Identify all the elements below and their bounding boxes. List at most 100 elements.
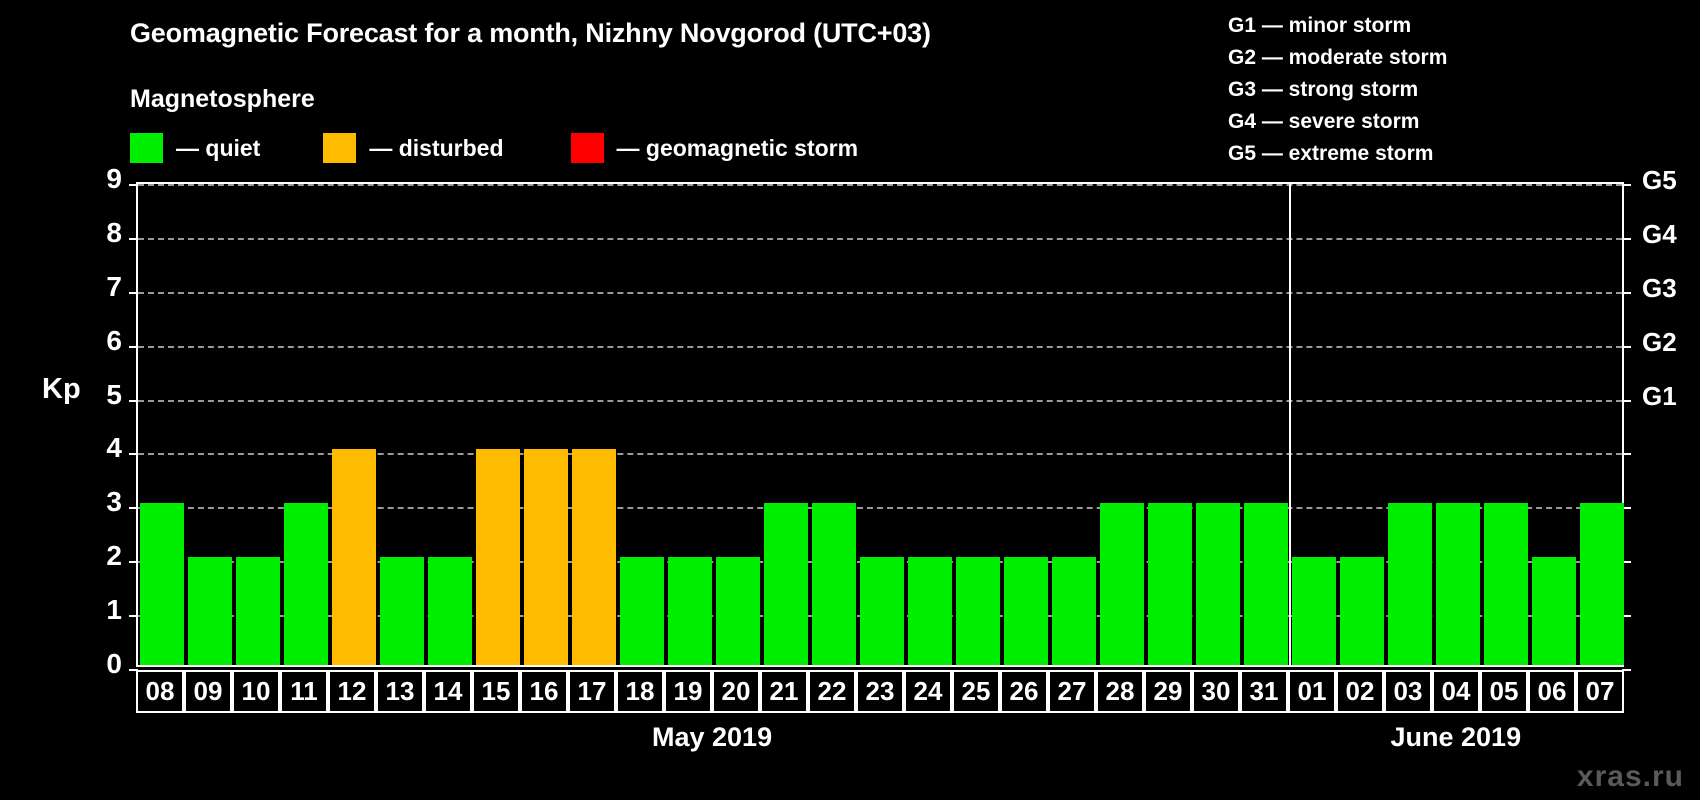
day-label-19[interactable]: 19 (664, 670, 712, 713)
month-label-june: June 2019 (1390, 722, 1522, 752)
page-title: Geomagnetic Forecast for a month, Nizhny… (130, 18, 931, 48)
day-label-24[interactable]: 24 (904, 670, 952, 713)
bar-day-22[interactable] (812, 503, 856, 665)
bar-day-26[interactable] (1004, 557, 1048, 665)
legend-item-storm: — geomagnetic storm (570, 133, 858, 163)
bar-day-18[interactable] (620, 557, 664, 665)
day-label-20[interactable]: 20 (712, 670, 760, 713)
bar-day-07[interactable] (1580, 503, 1624, 665)
bar-day-08[interactable] (140, 503, 184, 665)
day-label-03[interactable]: 03 (1384, 670, 1432, 713)
day-label-09[interactable]: 09 (184, 670, 232, 713)
g-scale-row-g1: G1 — minor storm (1228, 14, 1412, 37)
g-scale-legend: G1 — minor storm G2 — moderate storm G3 — … (1228, 10, 1447, 170)
bar-day-09[interactable] (188, 557, 232, 665)
day-label-01[interactable]: 01 (1288, 670, 1336, 713)
bar-day-27[interactable] (1052, 557, 1096, 665)
bar-day-12[interactable] (332, 449, 376, 665)
legend-label-quiet: — quiet (176, 134, 261, 161)
day-label-31[interactable]: 31 (1240, 670, 1288, 713)
day-label-27[interactable]: 27 (1048, 670, 1096, 713)
gridline-kp-5 (138, 399, 1622, 402)
bar-day-10[interactable] (236, 557, 280, 665)
y-tick-mark-right-0 (1622, 669, 1631, 671)
g-scale-row-g4: G4 — severe storm (1228, 110, 1420, 133)
day-label-21[interactable]: 21 (760, 670, 808, 713)
day-label-02[interactable]: 02 (1336, 670, 1384, 713)
bar-day-28[interactable] (1100, 503, 1144, 665)
bar-day-11[interactable] (284, 503, 328, 665)
day-label-10[interactable]: 10 (232, 670, 280, 713)
bar-day-23[interactable] (860, 557, 904, 665)
legend: — quiet — disturbed — geomagnetic storm (130, 133, 858, 163)
day-label-13[interactable]: 13 (376, 670, 424, 713)
y-tick-label-6: 6 (106, 324, 122, 356)
bar-day-03[interactable] (1388, 503, 1432, 665)
bar-day-16[interactable] (524, 449, 568, 665)
y-tick-label-3: 3 (106, 486, 122, 518)
g-tick-label-g5: G5 (1642, 165, 1677, 195)
bar-day-15[interactable] (476, 449, 520, 665)
y-tick-label-7: 7 (106, 270, 122, 302)
gridline-kp-9 (138, 184, 1622, 186)
day-label-05[interactable]: 05 (1480, 670, 1528, 713)
day-label-17[interactable]: 17 (568, 670, 616, 713)
y-tick-mark-9 (129, 184, 138, 186)
day-label-30[interactable]: 30 (1192, 670, 1240, 713)
bar-day-14[interactable] (428, 557, 472, 665)
y-tick-label-0: 0 (106, 648, 122, 679)
bar-day-19[interactable] (668, 557, 712, 665)
day-label-28[interactable]: 28 (1096, 670, 1144, 713)
bar-day-25[interactable] (956, 557, 1000, 665)
day-label-22[interactable]: 22 (808, 670, 856, 713)
bar-day-01[interactable] (1292, 557, 1336, 665)
legend-item-disturbed: — disturbed (323, 133, 504, 163)
y-tick-mark-right-2 (1622, 561, 1631, 564)
gridline-kp-4 (138, 453, 1622, 456)
gridline-kp-7 (138, 291, 1622, 294)
y-tick-mark-3 (129, 507, 138, 510)
bar-day-30[interactable] (1196, 503, 1240, 665)
day-label-14[interactable]: 14 (424, 670, 472, 713)
day-label-07[interactable]: 07 (1576, 670, 1624, 713)
legend-swatch-storm-icon (570, 133, 604, 163)
y-tick-mark-8 (129, 237, 138, 240)
day-label-16[interactable]: 16 (520, 670, 568, 713)
month-label-may: May 2019 (652, 722, 773, 752)
plot-area (129, 182, 1631, 671)
bar-day-21[interactable] (764, 503, 808, 665)
legend-swatch-quiet-icon (130, 133, 163, 163)
day-label-08[interactable]: 08 (136, 670, 184, 713)
day-label-26[interactable]: 26 (1000, 670, 1048, 713)
day-label-12[interactable]: 12 (328, 670, 376, 713)
day-label-04[interactable]: 04 (1432, 670, 1480, 713)
bar-day-20[interactable] (716, 557, 760, 665)
day-axis: 08 09 10 11 12 13 14 15 16 17 18 19 20 21 22 23 24 25 26 27… (136, 670, 1624, 713)
bar-day-31[interactable] (1244, 503, 1288, 665)
y-tick-mark-right-4 (1622, 453, 1631, 456)
y-axis-label: Kp (42, 373, 81, 405)
bar-day-05[interactable] (1484, 503, 1528, 665)
bar-day-17[interactable] (572, 449, 616, 665)
bar-day-06[interactable] (1532, 557, 1576, 665)
legend-swatch-disturbed-icon (323, 133, 357, 163)
bar-day-13[interactable] (380, 557, 424, 665)
bar-day-04[interactable] (1436, 503, 1480, 665)
bar-day-29[interactable] (1148, 503, 1192, 665)
day-label-18[interactable]: 18 (616, 670, 664, 713)
day-label-06[interactable]: 06 (1528, 670, 1576, 713)
day-label-11[interactable]: 11 (280, 670, 328, 713)
day-label-15[interactable]: 15 (472, 670, 520, 713)
day-label-23[interactable]: 23 (856, 670, 904, 713)
y-tick-mark-right-1 (1622, 615, 1631, 618)
day-label-29[interactable]: 29 (1144, 670, 1192, 713)
y-tick-mark-5 (129, 399, 138, 402)
day-label-25[interactable]: 25 (952, 670, 1000, 713)
bar-day-24[interactable] (908, 557, 952, 665)
g-tick-label-g3: G3 (1642, 272, 1677, 303)
watermark: xras.ru (1576, 760, 1684, 793)
y-tick-mark-right-3 (1622, 507, 1631, 510)
bar-day-02[interactable] (1340, 557, 1384, 665)
gridline-kp-8 (138, 237, 1622, 240)
